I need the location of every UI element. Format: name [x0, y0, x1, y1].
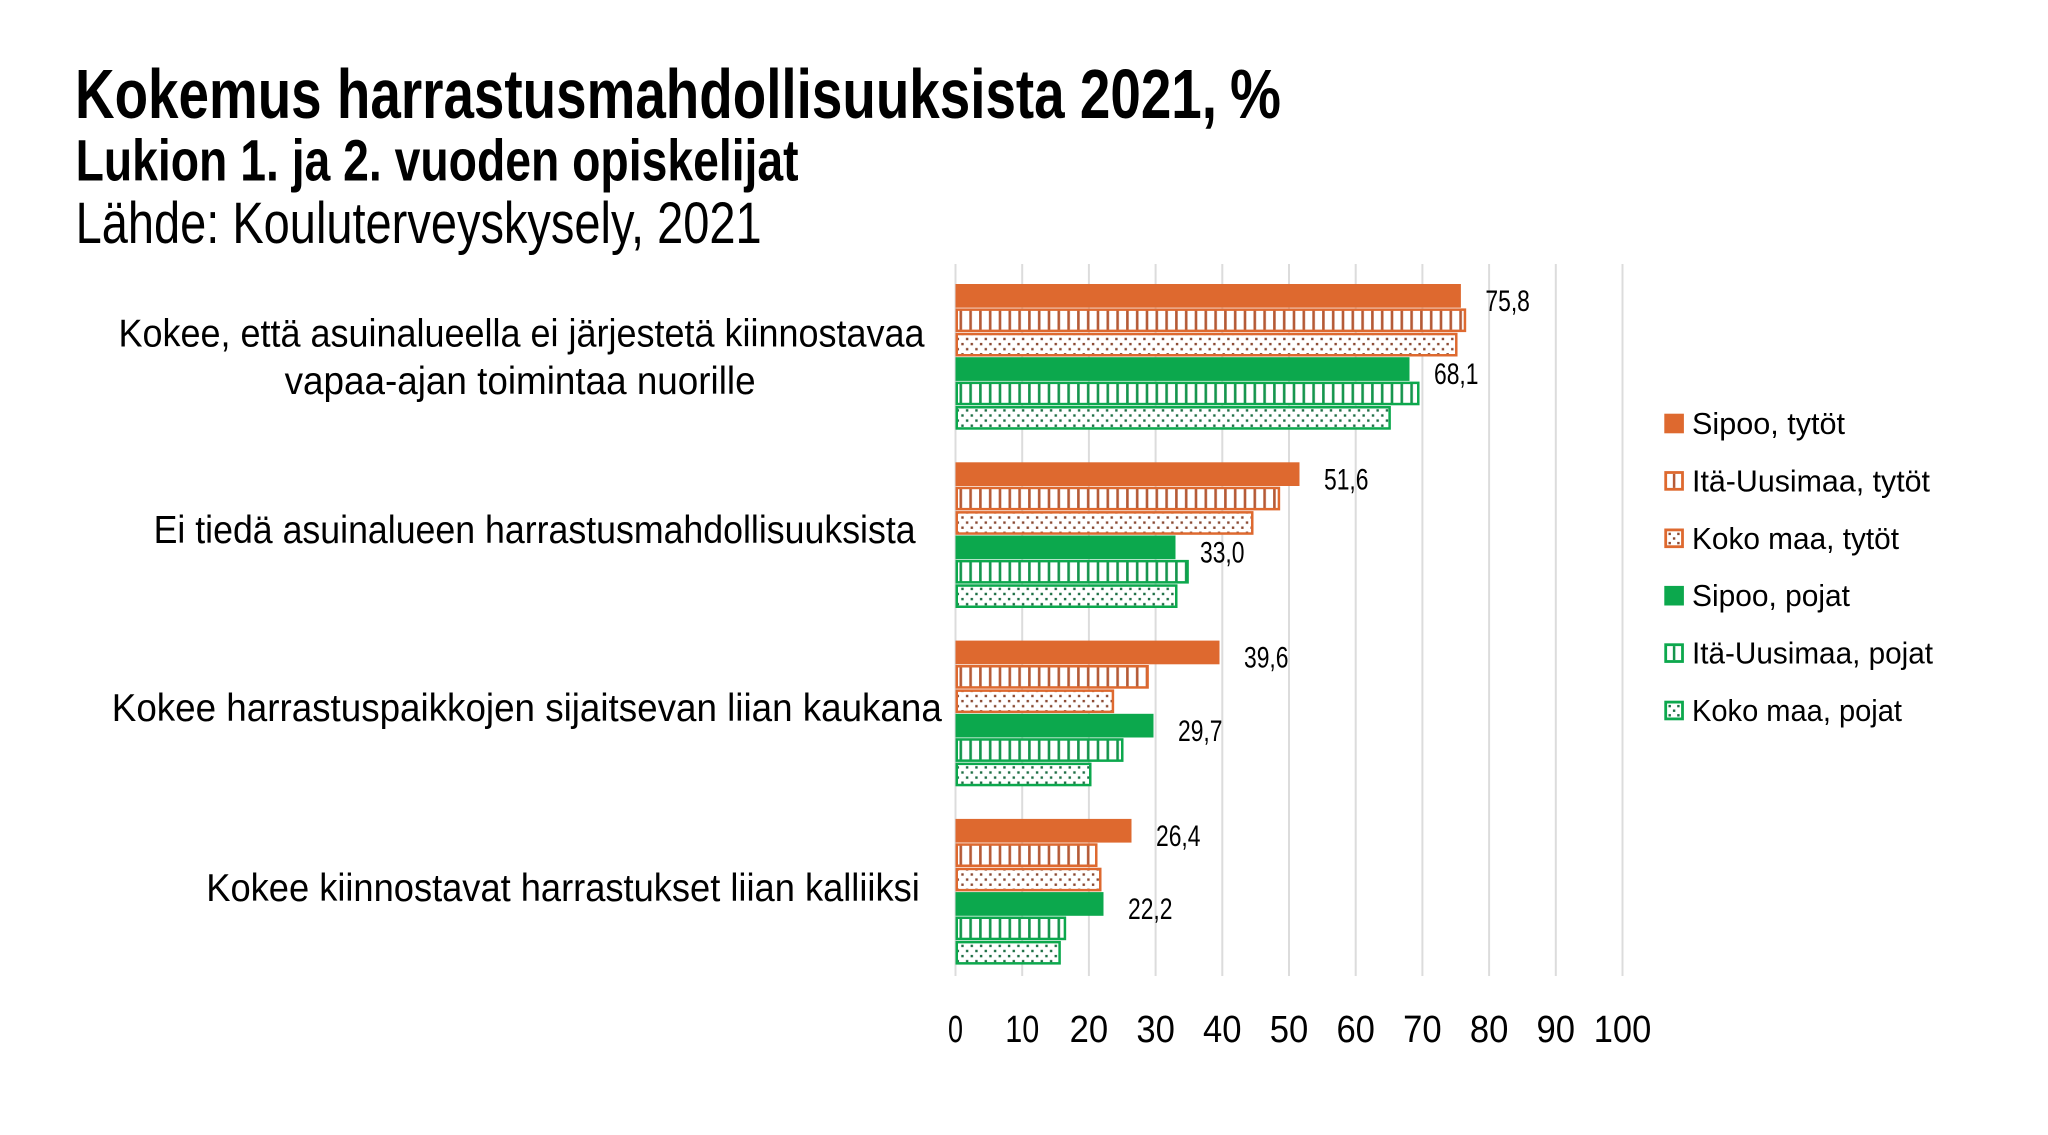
svg-text:80: 80 — [1470, 1009, 1509, 1051]
svg-text:33,0: 33,0 — [1200, 537, 1245, 570]
svg-text:Kokemus harrastusmahdollisuuks: Kokemus harrastusmahdollisuuksista 2021, — [75, 55, 1217, 133]
svg-text:Itä-Uusimaa, pojat: Itä-Uusimaa, pojat — [1692, 638, 1934, 671]
svg-text:29,7: 29,7 — [1178, 715, 1223, 748]
svg-text:100: 100 — [1594, 1009, 1652, 1051]
svg-text:Koko maa, pojat: Koko maa, pojat — [1692, 695, 1903, 728]
svg-text:Koko maa, tytöt: Koko maa, tytöt — [1692, 523, 1900, 556]
svg-text:50: 50 — [1270, 1009, 1309, 1051]
svg-text:0: 0 — [948, 1009, 963, 1051]
svg-text:10: 10 — [1005, 1009, 1039, 1051]
svg-text:75,8: 75,8 — [1485, 285, 1530, 318]
svg-text:%: % — [1230, 55, 1281, 133]
svg-text:68,1: 68,1 — [1434, 358, 1479, 391]
svg-text:30: 30 — [1136, 1009, 1175, 1051]
svg-text:Kokee kiinnostavat harrastukse: Kokee kiinnostavat harrastukset liian ka… — [206, 867, 920, 910]
svg-text:70: 70 — [1403, 1009, 1442, 1051]
svg-text:Kokee, että asuinalueella ei j: Kokee, että asuinalueella ei järjestetä … — [119, 313, 925, 356]
svg-text:51,6: 51,6 — [1324, 463, 1369, 496]
svg-text:Lukion 1. ja 2. vuoden opiskel: Lukion 1. ja 2. vuoden opiskelijat — [76, 129, 799, 194]
svg-text:Kokee harrastuspaikkojen sijai: Kokee harrastuspaikkojen sijaitsevan lii… — [112, 687, 942, 730]
svg-text:90: 90 — [1537, 1009, 1576, 1051]
svg-text:26,4: 26,4 — [1156, 820, 1201, 853]
svg-text:60: 60 — [1336, 1009, 1375, 1051]
svg-text:22,2: 22,2 — [1128, 893, 1173, 926]
svg-text:Ei tiedä asuinalueen harrastus: Ei tiedä asuinalueen harrastusmahdollisu… — [154, 509, 916, 552]
svg-text:vapaa-ajan toimintaa nuorille: vapaa-ajan toimintaa nuorille — [285, 360, 756, 403]
svg-text:Sipoo, pojat: Sipoo, pojat — [1692, 580, 1851, 613]
svg-text:20: 20 — [1070, 1009, 1109, 1051]
svg-text:39,6: 39,6 — [1244, 642, 1289, 675]
svg-text:Sipoo, tytöt: Sipoo, tytöt — [1692, 408, 1846, 441]
svg-text:40: 40 — [1203, 1009, 1242, 1051]
svg-text:Lähde: Kouluterveyskysely, 202: Lähde: Kouluterveyskysely, 2021 — [76, 191, 762, 256]
svg-text:Itä-Uusimaa, tytöt: Itä-Uusimaa, tytöt — [1692, 465, 1931, 498]
